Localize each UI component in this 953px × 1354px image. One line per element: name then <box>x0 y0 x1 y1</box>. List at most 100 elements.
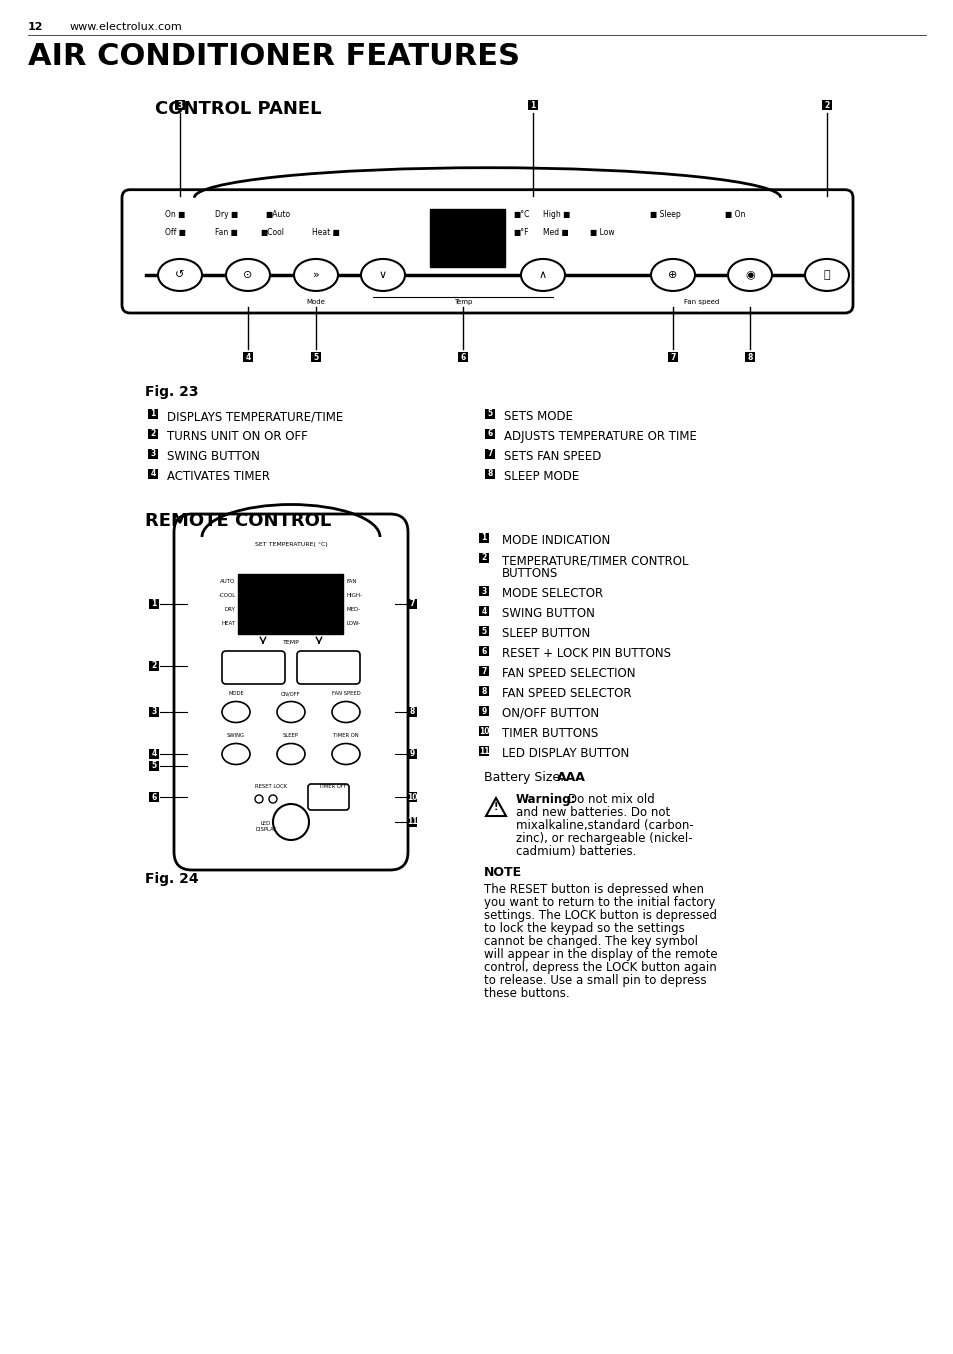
Text: will appear in the display of the remote: will appear in the display of the remote <box>483 948 717 961</box>
Text: FAN SPEED SELECTOR: FAN SPEED SELECTOR <box>501 686 631 700</box>
Text: 9: 9 <box>481 707 486 715</box>
Text: 4: 4 <box>245 352 251 362</box>
Text: 5: 5 <box>314 352 318 362</box>
FancyBboxPatch shape <box>149 707 159 718</box>
Circle shape <box>273 804 309 839</box>
FancyBboxPatch shape <box>149 792 159 803</box>
FancyBboxPatch shape <box>296 651 359 684</box>
Text: RESET + LOCK PIN BUTTONS: RESET + LOCK PIN BUTTONS <box>501 647 670 659</box>
FancyBboxPatch shape <box>222 651 285 684</box>
Text: 2: 2 <box>481 554 486 562</box>
Text: DRY: DRY <box>224 607 235 612</box>
FancyBboxPatch shape <box>478 726 489 737</box>
Text: LED DISPLAY BUTTON: LED DISPLAY BUTTON <box>501 747 629 760</box>
Ellipse shape <box>158 259 202 291</box>
Text: these buttons.: these buttons. <box>483 987 569 1001</box>
Text: SLEEP BUTTON: SLEEP BUTTON <box>501 627 590 640</box>
FancyBboxPatch shape <box>149 749 159 760</box>
FancyBboxPatch shape <box>149 598 159 609</box>
FancyBboxPatch shape <box>478 685 489 696</box>
Text: Med ■: Med ■ <box>542 227 568 237</box>
Text: SETS MODE: SETS MODE <box>503 410 573 422</box>
Text: 4: 4 <box>151 470 155 478</box>
Text: LOW-: LOW- <box>346 621 360 626</box>
Text: RESET LOCK: RESET LOCK <box>254 784 287 789</box>
Text: 3: 3 <box>481 586 486 596</box>
FancyBboxPatch shape <box>484 429 495 440</box>
Text: HEAT: HEAT <box>221 621 235 626</box>
Text: MODE INDICATION: MODE INDICATION <box>501 533 610 547</box>
Text: 4: 4 <box>481 607 486 616</box>
Text: to lock the keypad so the settings: to lock the keypad so the settings <box>483 922 684 936</box>
Text: TEMPERATURE/TIMER CONTROL: TEMPERATURE/TIMER CONTROL <box>501 554 688 567</box>
Text: Warning:: Warning: <box>516 793 576 806</box>
Text: 9: 9 <box>409 750 415 758</box>
Text: 6: 6 <box>460 352 465 362</box>
Text: 6: 6 <box>481 646 486 655</box>
Text: you want to return to the initial factory: you want to return to the initial factor… <box>483 896 715 909</box>
Text: ⏻: ⏻ <box>822 269 829 280</box>
Text: Fan ■: Fan ■ <box>214 227 237 237</box>
FancyBboxPatch shape <box>173 515 408 871</box>
FancyBboxPatch shape <box>406 598 417 609</box>
Text: 12: 12 <box>28 22 44 32</box>
Text: -COOL: -COOL <box>218 593 235 598</box>
Ellipse shape <box>520 259 564 291</box>
Bar <box>238 574 343 634</box>
Text: 8: 8 <box>746 352 752 362</box>
FancyBboxPatch shape <box>148 468 158 479</box>
Text: and new batteries. Do not: and new batteries. Do not <box>516 806 670 819</box>
Text: TIMER BUTTONS: TIMER BUTTONS <box>501 727 598 741</box>
Text: FAN SPEED SELECTION: FAN SPEED SELECTION <box>501 668 635 680</box>
Text: 8: 8 <box>409 708 415 716</box>
Text: ⊕: ⊕ <box>668 269 677 280</box>
Text: 10: 10 <box>478 727 489 735</box>
FancyBboxPatch shape <box>744 352 755 363</box>
Text: mixalkaline,standard (carbon-: mixalkaline,standard (carbon- <box>516 819 693 831</box>
Circle shape <box>254 795 263 803</box>
Text: 7: 7 <box>487 450 492 459</box>
Text: 7: 7 <box>670 352 675 362</box>
Ellipse shape <box>332 701 359 723</box>
Text: AUTO: AUTO <box>220 580 235 584</box>
Text: 5: 5 <box>487 409 492 418</box>
Text: FAN SPEED: FAN SPEED <box>332 691 360 696</box>
Text: Temp: Temp <box>454 299 472 305</box>
FancyBboxPatch shape <box>311 352 321 363</box>
FancyBboxPatch shape <box>527 100 537 111</box>
Text: 2: 2 <box>151 429 155 439</box>
Text: 1: 1 <box>530 100 535 110</box>
Text: SLEEP: SLEEP <box>283 733 298 738</box>
Text: to release. Use a small pin to depress: to release. Use a small pin to depress <box>483 974 706 987</box>
Text: TIMER ON: TIMER ON <box>333 733 358 738</box>
FancyBboxPatch shape <box>406 707 417 718</box>
Text: FAN: FAN <box>346 580 356 584</box>
Text: AAA: AAA <box>557 770 585 784</box>
FancyBboxPatch shape <box>478 666 489 677</box>
Text: ■ On: ■ On <box>724 210 744 219</box>
Text: ◉: ◉ <box>744 269 754 280</box>
Text: settings. The LOCK button is depressed: settings. The LOCK button is depressed <box>483 909 717 922</box>
Text: ∨: ∨ <box>378 269 387 280</box>
Text: MODE: MODE <box>228 691 244 696</box>
Text: 1: 1 <box>151 409 155 418</box>
Text: ACTIVATES TIMER: ACTIVATES TIMER <box>167 470 270 483</box>
Text: SETS FAN SPEED: SETS FAN SPEED <box>503 450 600 463</box>
FancyBboxPatch shape <box>478 532 489 543</box>
FancyBboxPatch shape <box>148 448 158 459</box>
Text: !: ! <box>494 802 497 812</box>
Text: ■ Sleep: ■ Sleep <box>649 210 680 219</box>
Text: ↺: ↺ <box>175 269 185 280</box>
FancyBboxPatch shape <box>478 626 489 636</box>
Text: Do not mix old: Do not mix old <box>567 793 654 806</box>
Bar <box>430 210 504 268</box>
Text: Fan speed: Fan speed <box>683 299 719 305</box>
Ellipse shape <box>294 259 337 291</box>
Text: On ■: On ■ <box>165 210 185 219</box>
FancyBboxPatch shape <box>667 352 678 363</box>
FancyBboxPatch shape <box>308 784 349 810</box>
Text: TURNS UNIT ON OR OFF: TURNS UNIT ON OR OFF <box>167 431 308 443</box>
Text: 10: 10 <box>406 792 416 802</box>
Text: 5: 5 <box>481 627 486 635</box>
Text: CONTROL PANEL: CONTROL PANEL <box>154 100 321 118</box>
